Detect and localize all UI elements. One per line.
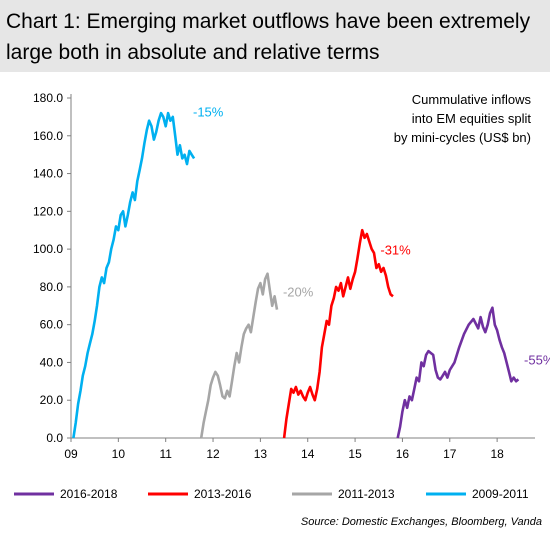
title-band — [0, 0, 550, 72]
legend-label: 2013-2016 — [194, 487, 252, 501]
y-tick-label: 60.0 — [40, 318, 64, 332]
legend-label: 2011-2013 — [338, 487, 395, 501]
series-line-2011-2013 — [199, 272, 279, 439]
y-tick-label: 100.0 — [33, 242, 63, 256]
chart-title: Chart 1: Emerging market outflows have b… — [6, 10, 531, 64]
source-note: Source: Domestic Exchanges, Bloomberg, V… — [300, 516, 542, 528]
y-tick-label: 160.0 — [33, 129, 63, 143]
annotation-line: into EM equities split — [412, 111, 532, 126]
x-tick-label: 18 — [490, 447, 504, 461]
x-tick-label: 10 — [112, 447, 126, 461]
x-tick-label: 16 — [396, 447, 410, 461]
series-line-2009-2011 — [72, 111, 196, 439]
x-tick-label: 11 — [159, 447, 172, 461]
y-tick-label: 0.0 — [46, 431, 63, 445]
legend-label: 2016-2018 — [60, 487, 118, 501]
annotation-line: by mini-cycles (US$ bn) — [394, 130, 531, 145]
series-line-2013-2016 — [282, 228, 394, 439]
y-tick-label: 120.0 — [33, 204, 63, 218]
x-tick-label: 13 — [254, 447, 268, 461]
x-tick-label: 14 — [301, 447, 315, 461]
x-tick-label: 12 — [206, 447, 220, 461]
y-tick-label: 180.0 — [33, 91, 63, 105]
series-end-label: -55% — [524, 352, 550, 367]
y-tick-label: 80.0 — [40, 280, 64, 294]
line-chart: 0.0 20.0 40.0 60.0 80.0 100.0 120.0 140.0 160.0 1… — [14, 91, 550, 501]
legend-label: 2009-2011 — [472, 487, 529, 501]
y-tick-label: 40.0 — [40, 355, 64, 369]
series-end-label: -15% — [193, 105, 224, 120]
series-line-2016-2018 — [396, 306, 520, 439]
x-tick-label: 17 — [443, 447, 457, 461]
series-end-label: -31% — [380, 243, 411, 258]
annotation-line: Cummulative inflows — [412, 92, 532, 107]
y-tick-label: 140.0 — [33, 167, 63, 181]
x-tick-label: 09 — [64, 447, 78, 461]
series-end-label: -20% — [283, 285, 314, 300]
y-tick-label: 20.0 — [40, 393, 64, 407]
x-tick-label: 15 — [348, 447, 362, 461]
